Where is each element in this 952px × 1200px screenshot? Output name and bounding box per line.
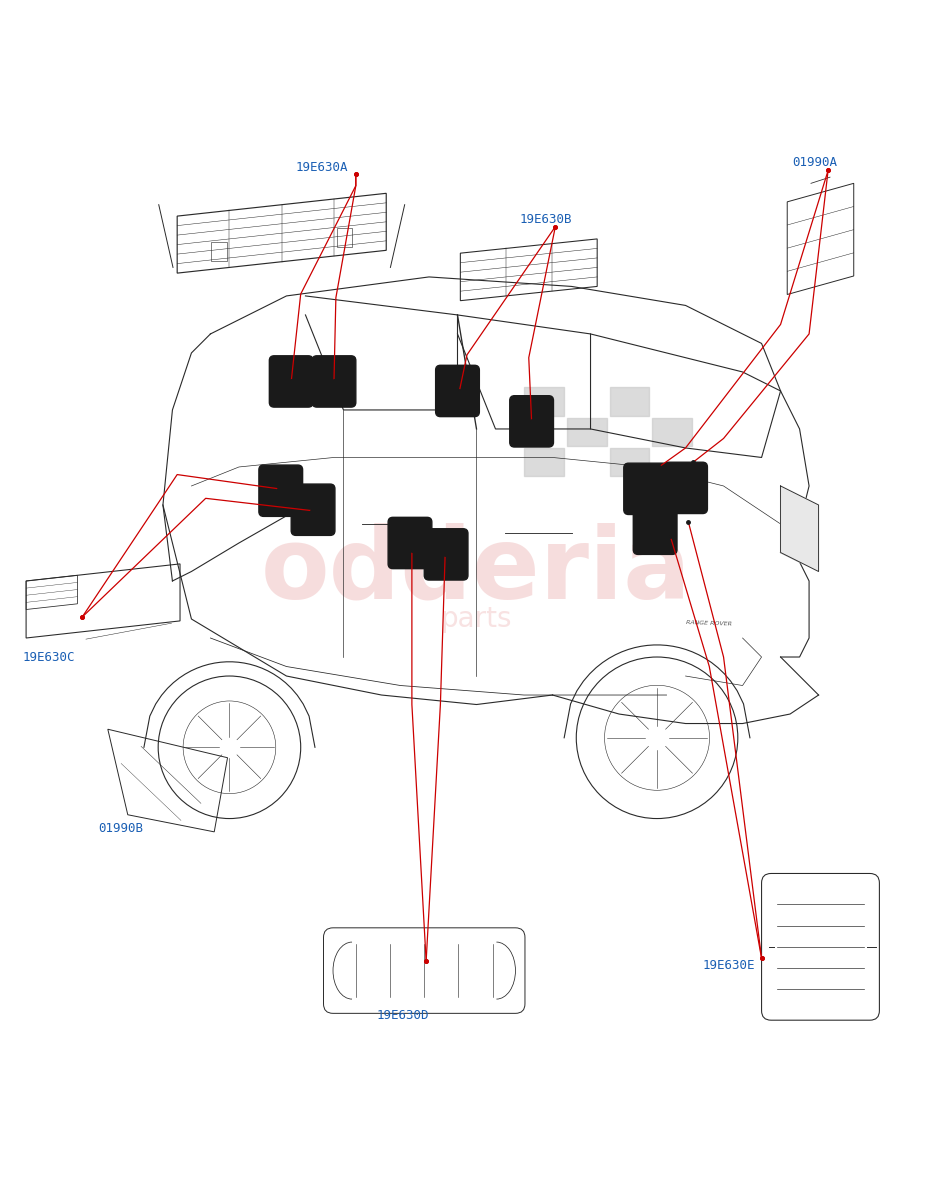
Text: 19E630A: 19E630A [296,161,348,174]
Bar [566,418,606,446]
FancyBboxPatch shape [624,463,666,515]
Polygon shape [780,486,818,571]
Text: 01990B: 01990B [98,822,143,834]
Text: 19E630E: 19E630E [702,959,754,972]
Text: 01990A: 01990A [791,156,836,169]
Text: odderia: odderia [261,523,691,620]
Text: RANGE ROVER: RANGE ROVER [685,620,731,628]
Bar [609,448,648,476]
FancyBboxPatch shape [291,484,334,535]
Text: 19E630B: 19E630B [519,214,571,227]
Bar [211,242,227,260]
FancyBboxPatch shape [424,529,467,580]
Bar [336,228,351,247]
Text: 19E630C: 19E630C [22,650,74,664]
Bar [609,388,648,415]
Text: 19E630D: 19E630D [376,1009,428,1021]
FancyBboxPatch shape [312,355,355,407]
FancyBboxPatch shape [387,517,431,569]
FancyBboxPatch shape [633,503,676,554]
FancyBboxPatch shape [509,396,553,448]
FancyBboxPatch shape [435,365,479,416]
FancyBboxPatch shape [269,355,313,407]
FancyBboxPatch shape [663,462,706,514]
Text: parts: parts [440,605,512,634]
Bar [524,388,564,415]
Bar [524,448,564,476]
Bar [651,418,691,446]
FancyBboxPatch shape [259,466,303,516]
